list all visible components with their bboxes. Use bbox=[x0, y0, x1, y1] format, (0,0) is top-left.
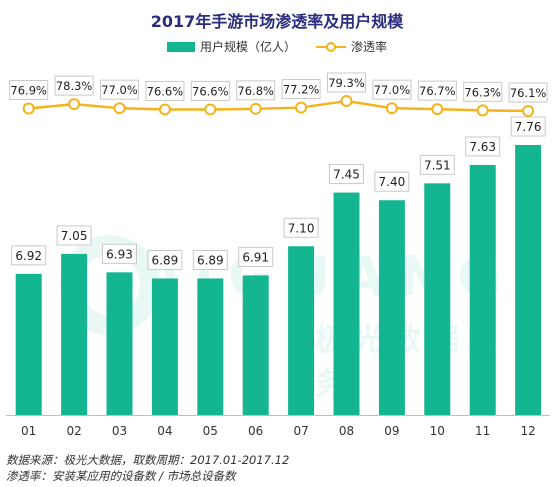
penetration-point bbox=[522, 105, 535, 117]
x-tick-label: 11 bbox=[475, 424, 490, 438]
legend-label-users: 用户规模（亿人） bbox=[199, 40, 296, 54]
bar-value-label: 6.93 bbox=[106, 247, 133, 261]
penetration-label: 79.3% bbox=[328, 76, 365, 90]
penetration-label: 76.9% bbox=[10, 84, 47, 98]
bar bbox=[61, 253, 88, 415]
penetration-label: 76.1% bbox=[510, 86, 547, 100]
bar-value-label: 6.92 bbox=[15, 249, 42, 263]
penetration-point bbox=[385, 102, 398, 115]
x-tick-label: 05 bbox=[203, 424, 218, 438]
x-tick-label: 01 bbox=[21, 424, 36, 438]
x-tick-label: 09 bbox=[384, 424, 399, 438]
penetration-point bbox=[431, 103, 444, 116]
legend-item-users: 用户规模（亿人） bbox=[166, 38, 296, 55]
penetration-label-box bbox=[508, 82, 548, 103]
x-tick-label: 04 bbox=[157, 424, 172, 438]
bar-value-label-box bbox=[102, 243, 137, 264]
bar bbox=[197, 278, 224, 415]
bar-value-label: 7.63 bbox=[469, 140, 496, 154]
penetration-label-box bbox=[463, 81, 503, 102]
penetration-point bbox=[340, 95, 353, 107]
penetration-point bbox=[204, 103, 217, 116]
footnote-definition: 渗透率：安装某应用的设备数 / 市场总设备数 bbox=[6, 469, 236, 483]
bar bbox=[515, 145, 542, 415]
bar-value-label: 7.10 bbox=[288, 221, 315, 235]
legend: 用户规模（亿人） 渗透率 bbox=[0, 38, 554, 55]
bar-value-label-box bbox=[283, 217, 319, 238]
bar bbox=[242, 275, 269, 415]
bar bbox=[333, 192, 360, 415]
penetration-label-box bbox=[54, 75, 94, 96]
bar bbox=[106, 272, 133, 415]
penetration-label-box bbox=[372, 79, 412, 100]
penetration-label: 78.3% bbox=[56, 79, 93, 93]
legend-label-penetration: 渗透率 bbox=[351, 40, 388, 54]
penetration-label-box bbox=[100, 79, 139, 100]
penetration-label: 77.0% bbox=[101, 83, 138, 97]
penetration-label-box bbox=[281, 79, 321, 100]
bar bbox=[469, 164, 496, 415]
bar-value-label: 6.91 bbox=[242, 250, 269, 264]
x-tick-label: 02 bbox=[66, 424, 81, 438]
bar-value-label-box bbox=[329, 164, 364, 185]
penetration-line bbox=[28, 99, 529, 113]
bar bbox=[15, 273, 42, 415]
bar-value-label: 6.89 bbox=[152, 253, 179, 267]
footnotes: 数据来源：极光大数据，取数周期：2017.01-2017.12 渗透率：安装某应… bbox=[6, 452, 289, 484]
legend-swatch-bar bbox=[166, 41, 195, 52]
chart-title: 2017年手游市场渗透率及用户规模 bbox=[150, 12, 404, 31]
penetration-point bbox=[158, 103, 171, 116]
bar-value-label-box bbox=[465, 136, 501, 157]
bar-value-label: 6.89 bbox=[197, 253, 224, 267]
x-tick-label: 10 bbox=[430, 424, 445, 438]
penetration-point bbox=[249, 102, 262, 115]
penetration-point bbox=[68, 98, 81, 111]
bar-value-label-box bbox=[56, 225, 92, 246]
bar bbox=[288, 246, 315, 415]
penetration-label: 77.2% bbox=[283, 83, 320, 97]
legend-item-penetration: 渗透率 bbox=[316, 38, 387, 55]
x-tick-label: 03 bbox=[112, 424, 127, 438]
x-tick-label: 08 bbox=[339, 424, 354, 438]
penetration-label-box bbox=[236, 80, 276, 101]
bar-value-label-box bbox=[238, 246, 274, 267]
bar-value-label-box bbox=[11, 245, 47, 266]
x-tick-label: 06 bbox=[248, 424, 263, 438]
bar bbox=[424, 183, 451, 415]
penetration-label-box bbox=[9, 80, 49, 100]
bar-value-label-box bbox=[192, 249, 228, 270]
bar-value-label: 7.76 bbox=[515, 120, 542, 134]
bar-value-label: 7.45 bbox=[333, 168, 360, 182]
x-tick-label: 07 bbox=[293, 424, 308, 438]
penetration-label: 76.6% bbox=[192, 84, 229, 98]
bar bbox=[378, 200, 405, 415]
penetration-point bbox=[22, 102, 35, 115]
penetration-label: 76.3% bbox=[464, 85, 501, 99]
penetration-label: 76.6% bbox=[147, 84, 184, 98]
bar-value-label: 7.40 bbox=[379, 175, 406, 189]
bar bbox=[151, 278, 178, 415]
penetration-point bbox=[476, 104, 489, 117]
penetration-label-box bbox=[417, 80, 457, 101]
penetration-label-box bbox=[327, 72, 366, 93]
legend-swatch-line bbox=[316, 41, 346, 52]
penetration-label-box bbox=[190, 80, 230, 101]
penetration-label: 76.8% bbox=[237, 84, 274, 98]
bar-value-label: 7.05 bbox=[61, 229, 88, 243]
penetration-label-box bbox=[145, 80, 185, 101]
bar-value-label-box bbox=[419, 154, 455, 175]
bar-value-label-box bbox=[374, 171, 410, 192]
bar-value-label: 7.51 bbox=[424, 158, 451, 172]
penetration-label: 76.7% bbox=[419, 84, 456, 98]
bar-value-label-box bbox=[147, 249, 183, 270]
penetration-point bbox=[295, 101, 308, 114]
penetration-point bbox=[113, 102, 126, 115]
x-tick-label: 12 bbox=[520, 424, 535, 438]
penetration-label: 77.0% bbox=[374, 83, 411, 97]
footnote-source: 数据来源：极光大数据，取数周期：2017.01-2017.12 bbox=[6, 453, 290, 467]
